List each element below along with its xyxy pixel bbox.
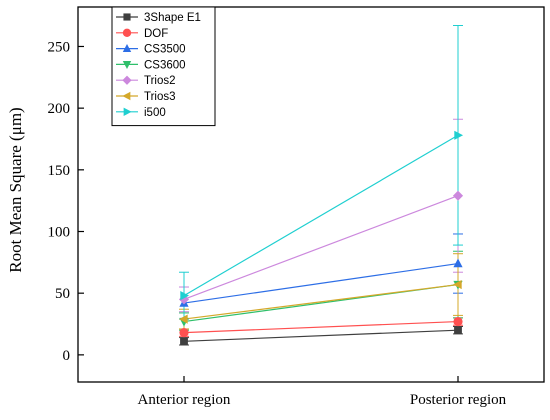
- legend-marker: [122, 28, 132, 37]
- series-line: [183, 283, 459, 320]
- legend-label: CS3500: [144, 44, 186, 56]
- x-tick-label: Anterior region: [138, 392, 231, 408]
- y-tick-label: 200: [48, 101, 71, 117]
- series-lines: [183, 134, 459, 342]
- y-tick-label: 100: [48, 225, 71, 241]
- data-point: [452, 190, 464, 201]
- legend-marker: [122, 61, 132, 70]
- legend-label: CS3600: [144, 59, 186, 71]
- series-line: [183, 329, 459, 342]
- legend-marker: [123, 13, 131, 21]
- series-line: [183, 262, 459, 304]
- legend-label: Trios3: [144, 91, 176, 103]
- axes: 0 50 100 150 200 250 Anterior region Posterior …: [48, 6, 545, 408]
- data-point: [453, 258, 463, 268]
- legend: 3Shape E1 DOF CS3500 CS3600 Trios2 Trios3 i500: [111, 6, 216, 127]
- series-line: [183, 134, 459, 297]
- legend-label: DOF: [144, 28, 168, 40]
- data-point: [180, 337, 188, 346]
- data-point: [454, 326, 462, 335]
- legend-marker: [123, 107, 132, 116]
- legend-marker: [122, 91, 131, 101]
- series-line: [183, 195, 459, 300]
- y-axis-title: Root Mean Square (μm): [6, 107, 25, 272]
- series-line: [183, 320, 459, 334]
- data-point: [452, 279, 462, 290]
- y-tick-label: 250: [48, 39, 71, 55]
- series-markers: [178, 130, 464, 346]
- legend-label: 3Shape E1: [144, 12, 201, 24]
- legend-box: [111, 6, 216, 127]
- plot-frame: [77, 6, 545, 383]
- data-point: [453, 316, 463, 327]
- y-tick-label: 50: [55, 286, 70, 302]
- legend-marker: [122, 75, 132, 85]
- data-point: [454, 130, 464, 140]
- y-tick-label: 150: [48, 163, 71, 179]
- legend-label: i500: [144, 107, 166, 119]
- data-point: [180, 291, 190, 301]
- legend-marker: [122, 43, 132, 52]
- data-point: [179, 328, 189, 338]
- y-tick-label: 0: [63, 348, 71, 364]
- x-tick-label: Posterior region: [410, 392, 507, 408]
- legend-label: Trios2: [144, 75, 176, 87]
- data-point: [178, 314, 188, 324]
